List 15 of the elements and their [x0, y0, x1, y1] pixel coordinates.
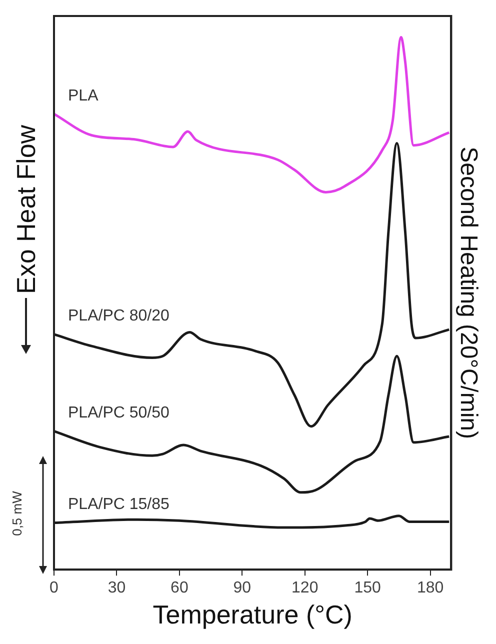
x-tick-label: 60	[170, 580, 188, 597]
x-tick-label: 90	[233, 580, 252, 597]
y2-axis-title: Second Heating (20°C/min)	[454, 146, 482, 440]
text: 0,5 mW	[10, 490, 24, 538]
y-axis-title: Exo Heat Flow	[10, 124, 42, 294]
x-tick-label: 120	[292, 580, 318, 597]
x-tick-label: 150	[354, 580, 382, 597]
x-tick-label: 30	[108, 580, 126, 597]
series-label: PLA	[68, 87, 99, 104]
x-tick-label: 0	[50, 580, 59, 597]
series-label: PLA/PC 15/85	[68, 496, 170, 514]
series-label: PLA/PC 50/50	[68, 404, 170, 422]
x-tick-label: 180	[416, 580, 444, 597]
x-axis-title: Temperature (°C)	[152, 600, 352, 630]
series-label: PLA/PC 80/20	[68, 308, 170, 325]
